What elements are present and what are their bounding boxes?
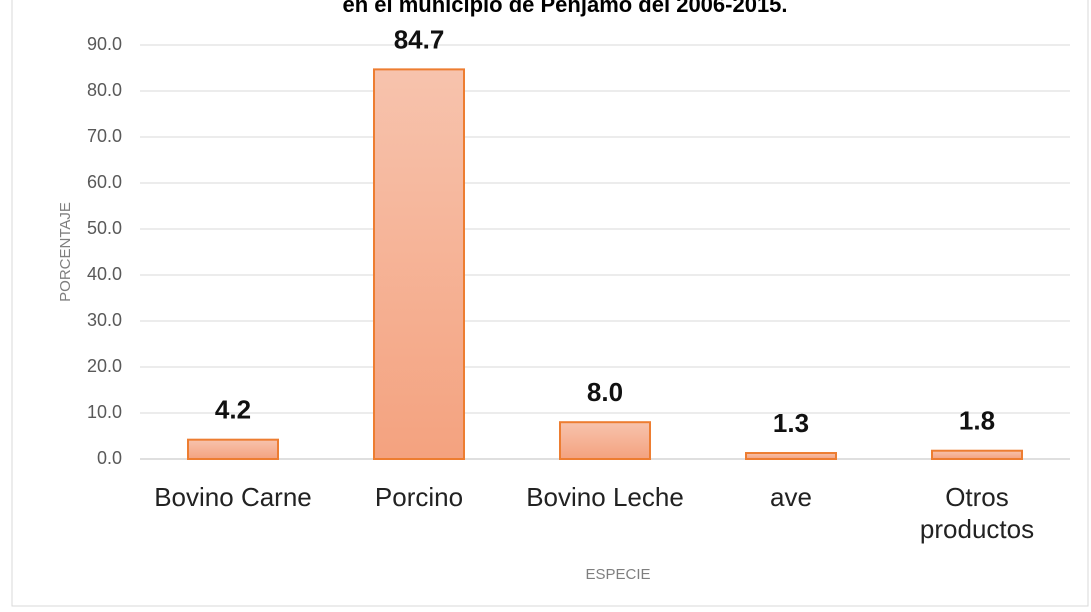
data-label: 1.3 (773, 408, 809, 438)
y-tick-label: 0.0 (97, 448, 122, 468)
x-tick-label: Bovino Carne (154, 482, 312, 512)
y-tick-label: 90.0 (87, 34, 122, 54)
x-tick-label: ave (770, 482, 812, 512)
y-tick-label: 40.0 (87, 264, 122, 284)
data-label: 8.0 (587, 377, 623, 407)
bar (745, 452, 837, 460)
y-tick-label: 50.0 (87, 218, 122, 238)
data-label: 1.8 (959, 406, 995, 436)
data-label: 4.2 (215, 395, 251, 425)
y-tick-label: 70.0 (87, 126, 122, 146)
bar (187, 438, 279, 460)
bar (559, 421, 651, 461)
x-tick-label: Bovino Leche (526, 482, 684, 512)
x-tick-label: Porcino (374, 482, 464, 512)
chart-frame (11, 0, 1089, 607)
data-label: 84.7 (394, 24, 445, 54)
chart-title: en el municipio de Pénjamo del 2006-2015… (342, 0, 787, 17)
bar (931, 449, 1023, 461)
y-tick-label: 20.0 (87, 356, 122, 376)
bar (373, 68, 465, 460)
y-tick-label: 80.0 (87, 80, 122, 100)
y-tick-label: 30.0 (87, 310, 122, 330)
x-tick-label: Otros productos (919, 482, 1035, 544)
y-tick-label: 10.0 (87, 402, 122, 422)
y-axis-title: PORCENTAJE (57, 202, 74, 302)
x-axis-title: ESPECIE (585, 566, 650, 583)
y-tick-label: 60.0 (87, 172, 122, 192)
